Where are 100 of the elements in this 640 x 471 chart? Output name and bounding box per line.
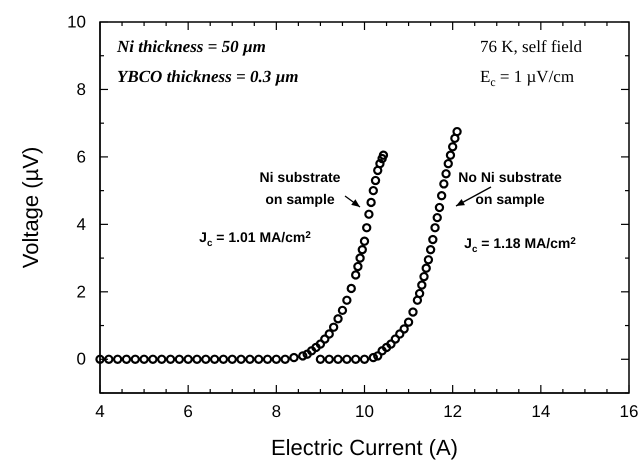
point xyxy=(306,346,316,356)
x-axis-title: Electric Current (A) xyxy=(270,435,458,460)
point xyxy=(192,354,202,364)
x-tick-label: 14 xyxy=(531,402,550,422)
x-tick-label: 10 xyxy=(355,402,374,422)
point xyxy=(377,346,387,356)
point xyxy=(446,150,456,160)
point xyxy=(280,354,290,364)
y-tick-label: 2 xyxy=(76,282,86,302)
x-tick-label: 16 xyxy=(620,402,638,422)
x-tick-label: 8 xyxy=(272,402,282,422)
y-tick-label: 4 xyxy=(76,214,86,234)
point xyxy=(346,284,356,294)
y-tick-label: 6 xyxy=(76,147,86,166)
point xyxy=(444,158,453,168)
point xyxy=(236,354,246,364)
point xyxy=(122,354,132,364)
point xyxy=(358,245,367,254)
point xyxy=(298,351,308,361)
point xyxy=(419,272,429,282)
point xyxy=(370,176,380,186)
point xyxy=(366,198,376,208)
point xyxy=(210,354,220,364)
point xyxy=(386,339,396,349)
annotation: Ni thickness = 50 µm xyxy=(116,37,266,56)
point xyxy=(351,354,360,364)
point xyxy=(414,288,424,298)
point xyxy=(382,342,392,352)
point xyxy=(342,354,352,364)
point xyxy=(272,354,281,364)
point xyxy=(422,264,431,273)
point xyxy=(378,150,388,160)
point xyxy=(104,354,114,364)
annotation: J$_{c}$ = 1.18 MA/cm$^{2}$ xyxy=(464,235,576,254)
point xyxy=(201,354,210,364)
point xyxy=(311,342,321,352)
point xyxy=(395,329,404,339)
y-axis-title: Voltage (µV) xyxy=(18,146,43,268)
point xyxy=(360,236,370,246)
point xyxy=(324,329,334,339)
point xyxy=(432,212,442,222)
point xyxy=(324,354,334,364)
point xyxy=(377,154,387,164)
point xyxy=(436,191,446,200)
point xyxy=(342,296,352,305)
point xyxy=(441,169,451,178)
point xyxy=(254,354,264,364)
point xyxy=(448,142,458,152)
point xyxy=(434,202,444,212)
point xyxy=(362,223,372,232)
point xyxy=(424,255,434,264)
annotation: YBCO thickness = 0.3 µm xyxy=(117,67,298,86)
point xyxy=(450,134,460,144)
annotation: E$_{c}$ = 1 µV/cm xyxy=(480,67,574,90)
point xyxy=(426,245,436,254)
point xyxy=(368,352,378,362)
point xyxy=(333,354,343,364)
point xyxy=(289,352,299,362)
point xyxy=(316,339,326,349)
point xyxy=(353,262,363,272)
point xyxy=(373,351,382,361)
point xyxy=(218,354,228,364)
point xyxy=(430,223,440,232)
annotation: 76 K, self field xyxy=(480,37,582,56)
point xyxy=(375,158,385,168)
point xyxy=(404,318,414,327)
point xyxy=(262,354,272,364)
point xyxy=(390,334,400,344)
point xyxy=(428,234,438,244)
point xyxy=(320,334,330,344)
x-tick-label: 6 xyxy=(183,402,193,422)
point xyxy=(328,322,338,332)
point xyxy=(360,354,370,364)
point xyxy=(174,354,184,364)
series-label: No Ni substrate on sample xyxy=(458,169,562,207)
point xyxy=(333,314,343,324)
point xyxy=(400,324,409,334)
point xyxy=(351,270,360,280)
point xyxy=(302,350,312,359)
series-label: Ni substrate on sample xyxy=(260,169,341,207)
point xyxy=(373,166,382,176)
point xyxy=(157,354,166,364)
point xyxy=(338,306,348,316)
point xyxy=(355,253,365,263)
point xyxy=(148,354,158,364)
point xyxy=(228,354,237,364)
point xyxy=(139,354,149,364)
point xyxy=(112,354,122,364)
point xyxy=(130,354,140,364)
y-tick-label: 10 xyxy=(67,12,86,32)
point xyxy=(316,354,326,364)
x-tick-label: 12 xyxy=(443,402,462,422)
y-tick-label: 0 xyxy=(76,350,86,369)
point xyxy=(439,179,449,189)
point xyxy=(412,296,422,305)
y-tick-label: 8 xyxy=(76,80,86,99)
x-tick-label: 4 xyxy=(95,402,105,422)
point xyxy=(184,354,193,364)
point xyxy=(166,354,176,364)
point xyxy=(245,354,255,364)
